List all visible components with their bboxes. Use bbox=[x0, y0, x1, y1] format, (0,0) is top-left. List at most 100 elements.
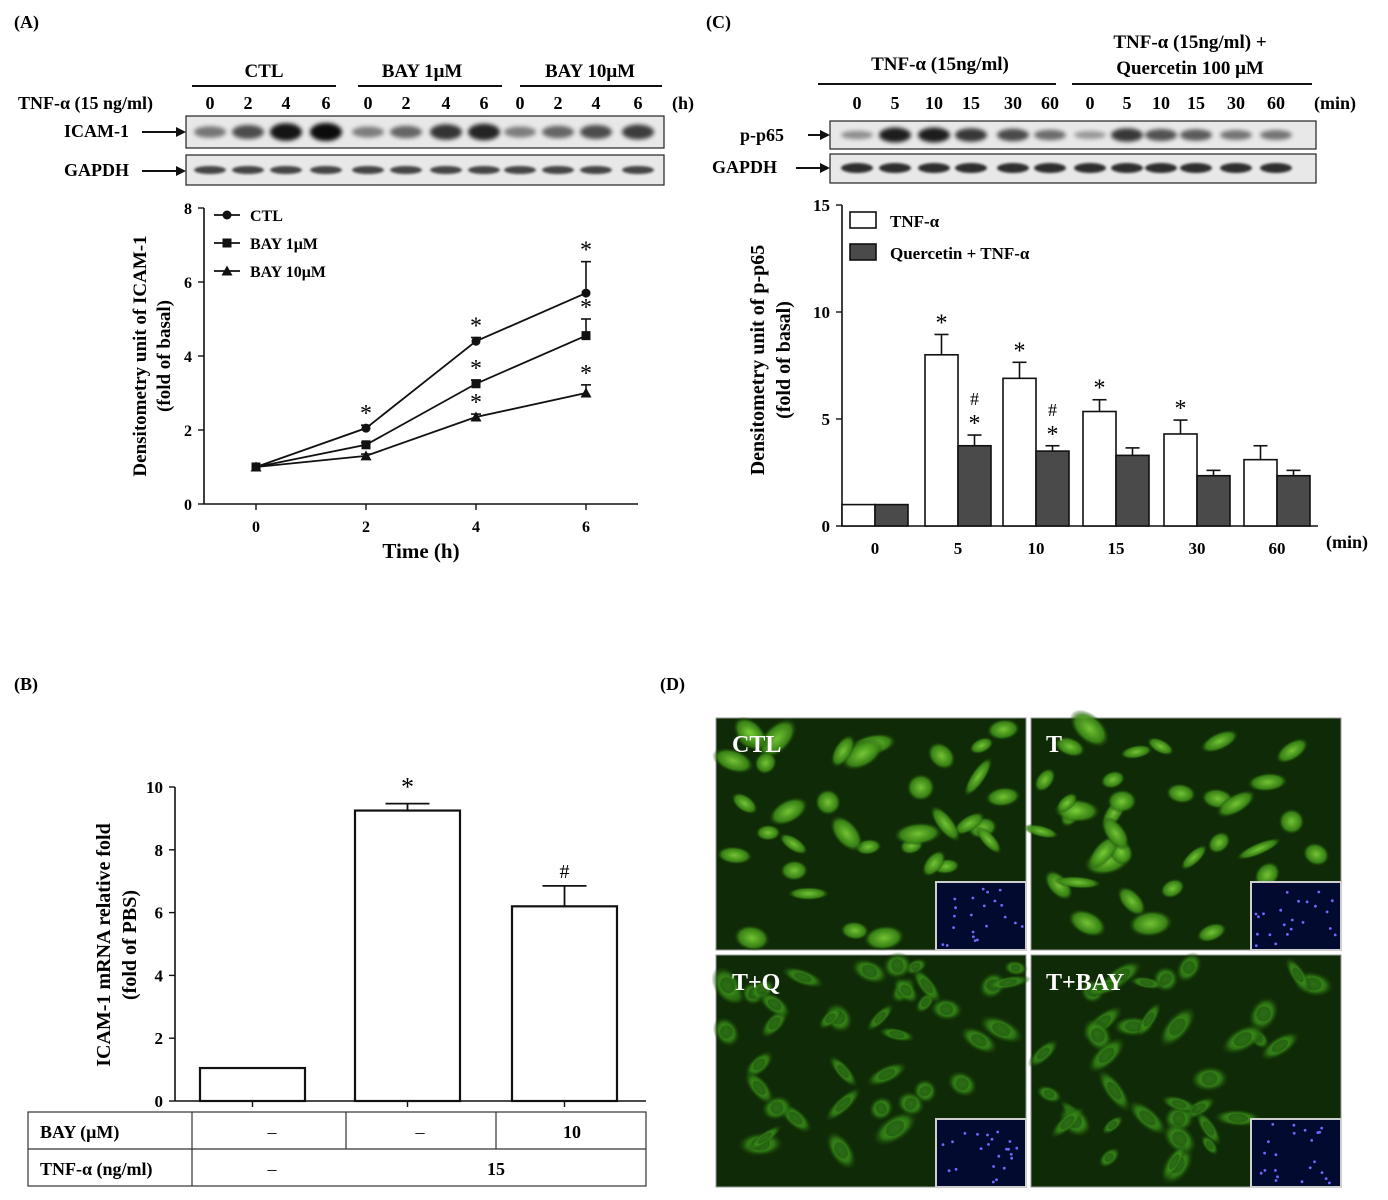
nucleus-dot bbox=[1256, 932, 1259, 936]
blot-label-gapdh: GAPDH bbox=[64, 160, 129, 180]
x-tick-label: 60 bbox=[1269, 539, 1286, 558]
bar bbox=[353, 809, 462, 1103]
cell bbox=[755, 824, 781, 841]
nucleus-dot bbox=[1263, 1169, 1267, 1172]
cell bbox=[1215, 789, 1256, 818]
y-tick-label: 6 bbox=[155, 904, 164, 923]
data-point bbox=[361, 423, 371, 433]
blot-band bbox=[918, 127, 950, 143]
x-tick-label: 0 bbox=[252, 519, 260, 536]
x-tick-label: 30 bbox=[1189, 539, 1206, 558]
nucleus-dot bbox=[947, 1169, 951, 1173]
nucleus-dot bbox=[985, 924, 988, 928]
x-tick-label: 5 bbox=[954, 539, 963, 558]
panel-b-label: (B) bbox=[14, 674, 38, 695]
nucleus-dot bbox=[996, 1130, 1000, 1134]
time-label: 15 bbox=[1187, 93, 1205, 113]
blot-band bbox=[622, 166, 654, 174]
blot-band bbox=[390, 166, 422, 174]
nucleus-dot bbox=[1318, 1130, 1322, 1134]
y-axis-title: Densitometry unit of p-p65 bbox=[747, 245, 769, 476]
cell bbox=[1100, 770, 1126, 789]
significance-label: * bbox=[580, 238, 592, 264]
nucleus-dot bbox=[953, 897, 957, 901]
cell bbox=[1200, 729, 1239, 754]
y-tick-label: 6 bbox=[184, 275, 192, 292]
time-label: 0 bbox=[1086, 93, 1095, 113]
significance-label: * bbox=[580, 295, 592, 321]
blot-band bbox=[504, 166, 536, 174]
nucleus-dot bbox=[990, 1137, 994, 1141]
nucleus-dot bbox=[1009, 1152, 1013, 1156]
nucleus-dot bbox=[1020, 925, 1024, 928]
blot-band bbox=[352, 166, 384, 174]
bar bbox=[1002, 377, 1037, 527]
cell bbox=[1054, 736, 1086, 758]
significance-label: * bbox=[470, 314, 482, 340]
nucleus-dot bbox=[1014, 921, 1017, 925]
bar bbox=[510, 905, 619, 1103]
time-labels: 0 2 4 6 0 2 4 6 0 2 4 6 bbox=[206, 93, 643, 113]
y-tick-label: 0 bbox=[184, 497, 192, 514]
data-point bbox=[250, 461, 262, 472]
blot-band bbox=[1074, 163, 1106, 173]
dapi-inset bbox=[935, 881, 1027, 951]
nucleus-dot bbox=[1003, 915, 1007, 919]
bar bbox=[924, 353, 959, 527]
micrograph-ctl: CTL bbox=[712, 716, 1027, 952]
table-cell: 10 bbox=[563, 1122, 581, 1142]
cell bbox=[1146, 737, 1175, 756]
micrograph-label: CTL bbox=[732, 732, 781, 758]
cell bbox=[779, 833, 808, 855]
data-point bbox=[361, 440, 371, 450]
blot-band bbox=[1145, 163, 1177, 173]
nucleus-dot bbox=[997, 1154, 1001, 1158]
blot-band bbox=[270, 123, 302, 141]
cell bbox=[984, 786, 1022, 808]
nucleus-dot bbox=[1328, 927, 1332, 930]
panel-a-blot: CTL BAY 1μM BAY 10μM TNF-α (15 ng/ml) 0 2… bbox=[18, 61, 694, 186]
nucleus-dot bbox=[1282, 923, 1286, 927]
chart-c-bar: 0 5 10 15 Densitometry unit of p-p65 (fold of… bbox=[747, 196, 1368, 558]
y-tick-label: 2 bbox=[155, 1029, 164, 1048]
cell bbox=[893, 822, 943, 846]
cell bbox=[1235, 837, 1282, 861]
table-cell: 15 bbox=[487, 1159, 505, 1179]
cell bbox=[906, 773, 936, 802]
data-point bbox=[470, 411, 482, 422]
cell bbox=[927, 741, 956, 770]
group-tnfq-label1: TNF-α (15ng/ml) + bbox=[1113, 32, 1266, 53]
cell bbox=[716, 846, 753, 865]
cell bbox=[963, 756, 993, 797]
legend-label: Quercetin + TNF-α bbox=[890, 244, 1030, 263]
time-label: 15 bbox=[962, 93, 980, 113]
time-label: 10 bbox=[1152, 93, 1170, 113]
significance-label: * bbox=[969, 411, 981, 437]
nucleus-dot bbox=[1276, 1175, 1279, 1179]
nucleus-dot bbox=[971, 896, 975, 900]
nucleus-dot bbox=[954, 906, 957, 910]
blot-band bbox=[879, 127, 911, 143]
nucleus-dot bbox=[1286, 933, 1289, 936]
nucleus-dot bbox=[1300, 1180, 1304, 1184]
x-tick-label: 4 bbox=[472, 519, 480, 536]
blot-band bbox=[1145, 129, 1177, 141]
nucleus-dot bbox=[1333, 933, 1337, 937]
arrow-icon bbox=[796, 163, 830, 173]
blot-band bbox=[430, 166, 462, 174]
time-label: 30 bbox=[1004, 93, 1022, 113]
group-ctl-label: CTL bbox=[244, 61, 283, 82]
nucleus-dot bbox=[982, 904, 986, 908]
blot-band bbox=[580, 166, 612, 174]
nucleus-dot bbox=[941, 1143, 945, 1146]
bar bbox=[874, 503, 909, 527]
cell bbox=[1044, 869, 1074, 901]
significance-label: # bbox=[1048, 400, 1057, 420]
y-tick-label: 15 bbox=[813, 196, 830, 215]
y-axis-title-2: (fold of basal) bbox=[154, 300, 175, 412]
panel-a-label: (A) bbox=[14, 12, 39, 33]
blot-band bbox=[468, 166, 500, 174]
legend-swatch bbox=[849, 243, 877, 261]
cell bbox=[757, 718, 798, 760]
